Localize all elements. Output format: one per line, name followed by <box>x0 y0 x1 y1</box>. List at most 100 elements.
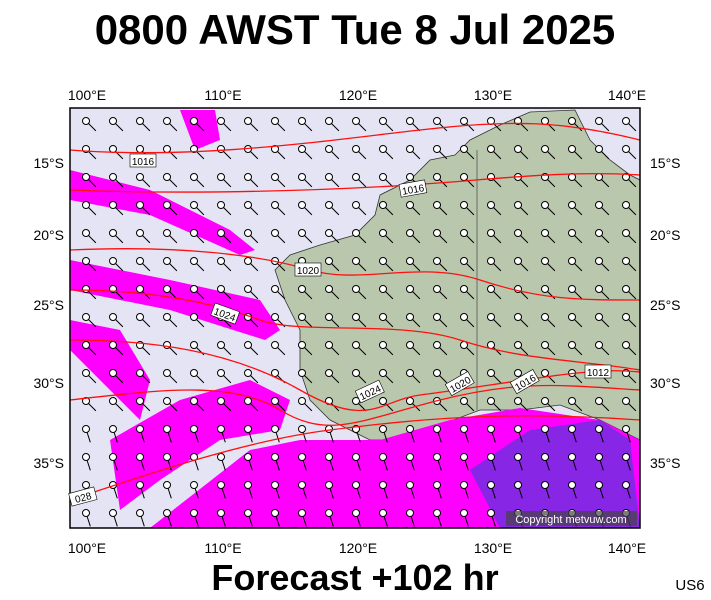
wind-barb-station <box>352 341 360 349</box>
wind-barb-station <box>271 481 279 489</box>
wind-barb-station <box>271 425 279 433</box>
wind-barb-station <box>325 229 333 237</box>
wind-barb-station <box>244 257 252 265</box>
wind-barb-station <box>460 257 468 265</box>
wind-barb-station <box>298 481 306 489</box>
wind-barb-station <box>433 117 441 125</box>
wind-barb-station <box>514 481 522 489</box>
wind-barb-station <box>163 285 171 293</box>
wind-barb-station <box>136 145 144 153</box>
wind-barb-station <box>217 257 225 265</box>
wind-barb-station <box>379 425 387 433</box>
wind-barb-station <box>325 341 333 349</box>
wind-barb-station <box>595 313 603 321</box>
wind-barb-station <box>406 145 414 153</box>
wind-barb-station <box>352 369 360 377</box>
wind-barb-station <box>487 509 495 517</box>
wind-barb-station <box>487 425 495 433</box>
wind-barb-station <box>622 341 630 349</box>
longitude-label: 130°E <box>474 87 512 103</box>
wind-barb-station <box>406 229 414 237</box>
wind-barb-station <box>352 257 360 265</box>
wind-barb-station <box>568 257 576 265</box>
wind-barb-station <box>217 201 225 209</box>
wind-barb-station <box>406 341 414 349</box>
wind-barb-station <box>595 425 603 433</box>
wind-barb-station <box>622 313 630 321</box>
wind-barb-station <box>109 173 117 181</box>
strong-wind <box>470 420 640 528</box>
wind-barb-station <box>244 201 252 209</box>
wind-barb-station <box>190 509 198 517</box>
wind-barb-station <box>514 229 522 237</box>
longitude-label: 120°E <box>339 87 377 103</box>
wind-barb-station <box>595 397 603 405</box>
isobar-label: 028 <box>68 486 98 507</box>
wind-barb-station <box>325 173 333 181</box>
wind-barb-station <box>217 341 225 349</box>
wind-barb-station <box>325 509 333 517</box>
wind-barb-station <box>568 285 576 293</box>
wind-barb-station <box>271 397 279 405</box>
wind-barb-station <box>190 285 198 293</box>
wind-barb-station <box>82 425 90 433</box>
latitude-label: 25°S <box>33 297 64 313</box>
wind-barb-station <box>460 425 468 433</box>
wind-barb-station <box>406 285 414 293</box>
latitude-label: 35°S <box>650 455 681 471</box>
wind-barb-station <box>541 481 549 489</box>
wind-barb-station <box>379 453 387 461</box>
wind-barb-station <box>460 229 468 237</box>
wind-barb-station <box>406 201 414 209</box>
wind-barb-station <box>595 201 603 209</box>
wind-barb-station <box>433 285 441 293</box>
isobar-label-box <box>129 153 157 168</box>
wind-barb-station <box>109 201 117 209</box>
longitude-label: 110°E <box>204 540 241 556</box>
wind-barb-station <box>163 341 171 349</box>
wind-barb-station <box>460 117 468 125</box>
wind-barb-station <box>379 369 387 377</box>
longitude-label: 140°E <box>608 540 646 556</box>
wind-barb-station <box>136 369 144 377</box>
wind-barb-station <box>541 257 549 265</box>
wind-barb-station <box>487 145 495 153</box>
wind-barb-station <box>433 369 441 377</box>
wind-barb-station <box>298 173 306 181</box>
wind-barb-station <box>298 313 306 321</box>
wind-barb-station <box>406 509 414 517</box>
wind-barb-station <box>217 425 225 433</box>
wind-barb-station <box>82 397 90 405</box>
wind-barb-station <box>379 313 387 321</box>
wind-barb-station <box>136 285 144 293</box>
wind-barb-station <box>379 117 387 125</box>
wind-barb-station <box>595 173 603 181</box>
wind-barb-station <box>514 117 522 125</box>
wind-barb-station <box>568 453 576 461</box>
wind-barb-station <box>163 313 171 321</box>
wind-barb-station <box>622 285 630 293</box>
frame <box>69 107 641 529</box>
wind-barb-station <box>298 397 306 405</box>
wind-barb-station <box>595 453 603 461</box>
isobar-label: 1016 <box>398 179 428 198</box>
wind-barb-station <box>244 229 252 237</box>
wind-barb-station <box>190 369 198 377</box>
title: 0800 AWST Tue 8 Jul 2025 <box>95 6 616 53</box>
wind-barb-station <box>163 425 171 433</box>
wind-barb-station <box>190 313 198 321</box>
wind-barb-station <box>433 341 441 349</box>
wind-barb-station <box>433 229 441 237</box>
wind-barb-station <box>352 201 360 209</box>
wind-barb-station <box>217 509 225 517</box>
wind-barb-station <box>541 117 549 125</box>
copyright: Copyright metvuw.com <box>515 514 626 526</box>
wind-barb-station <box>136 229 144 237</box>
isobar-value: 028 <box>74 491 93 506</box>
wind-barb-station <box>514 313 522 321</box>
wind-barb-station <box>379 201 387 209</box>
wind-barb-station <box>514 425 522 433</box>
wind-barb-station <box>244 509 252 517</box>
wind-barb-station <box>460 509 468 517</box>
wind-barb-station <box>271 117 279 125</box>
